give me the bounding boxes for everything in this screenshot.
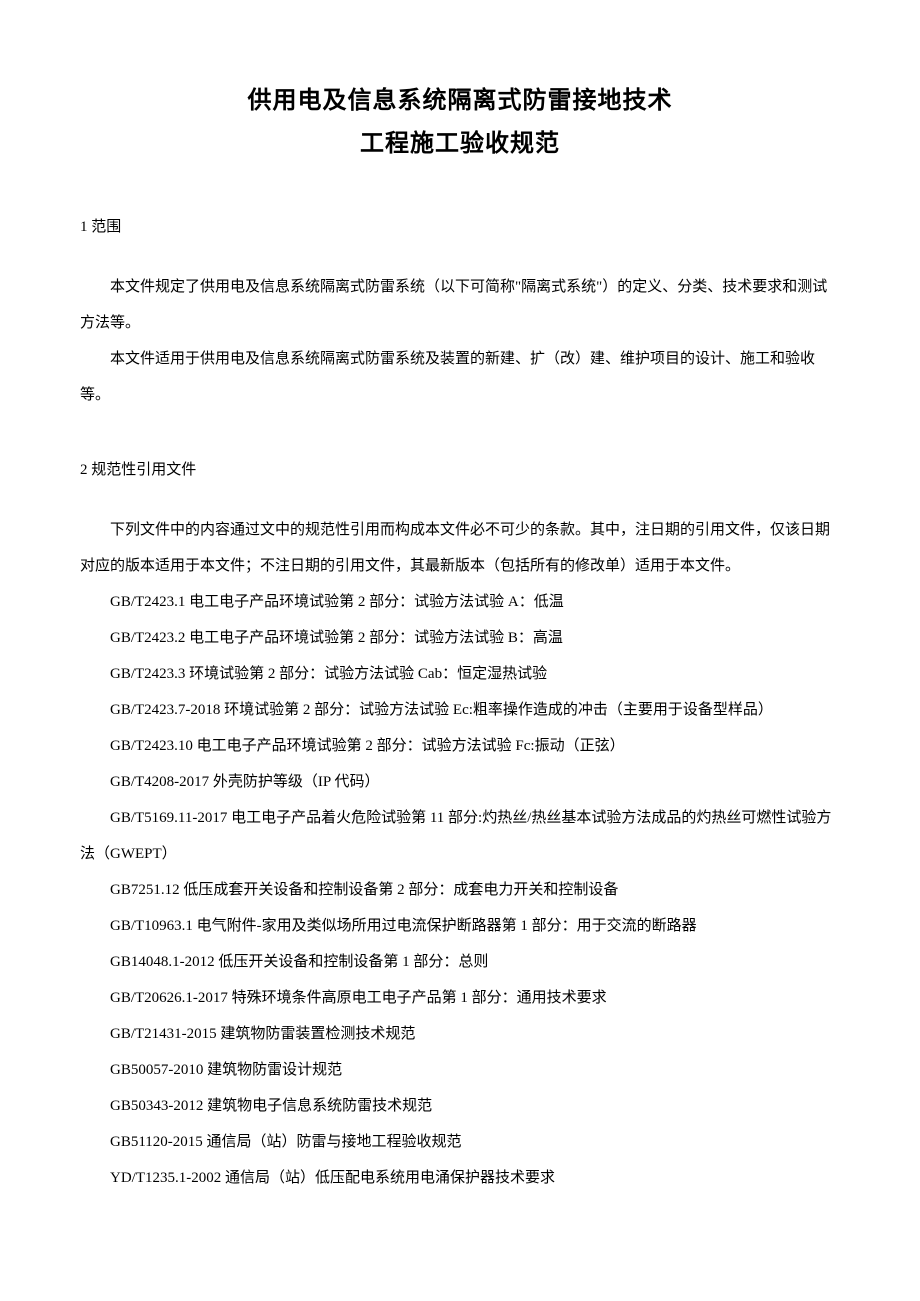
reference-item: GB/T2423.1 电工电子产品环境试验第 2 部分：试验方法试验 A：低温 xyxy=(80,584,840,620)
reference-item: GB/T2423.2 电工电子产品环境试验第 2 部分：试验方法试验 B：高温 xyxy=(80,620,840,656)
document-page: 供用电及信息系统隔离式防雷接地技术 工程施工验收规范 1 范围 本文件规定了供用… xyxy=(0,0,920,1256)
section-2-intro: 下列文件中的内容通过文中的规范性引用而构成本文件必不可少的条款。其中，注日期的引… xyxy=(80,512,840,584)
reference-item: GB/T5169.11-2017 电工电子产品着火危险试验第 11 部分:灼热丝… xyxy=(80,800,840,872)
reference-item: GB/T4208-2017 外壳防护等级（IP 代码） xyxy=(80,764,840,800)
title-line-1: 供用电及信息系统隔离式防雷接地技术 xyxy=(80,80,840,123)
reference-item: GB/T21431-2015 建筑物防雷装置检测技术规范 xyxy=(80,1016,840,1052)
title-block: 供用电及信息系统隔离式防雷接地技术 工程施工验收规范 xyxy=(80,80,840,166)
reference-item: GB/T2423.10 电工电子产品环境试验第 2 部分：试验方法试验 Fc:振… xyxy=(80,728,840,764)
reference-item: GB7251.12 低压成套开关设备和控制设备第 2 部分：成套电力开关和控制设… xyxy=(80,872,840,908)
reference-item: GB/T10963.1 电气附件-家用及类似场所用过电流保护断路器第 1 部分：… xyxy=(80,908,840,944)
reference-item: GB/T2423.7-2018 环境试验第 2 部分：试验方法试验 Ec:粗率操… xyxy=(80,692,840,728)
section-2-heading: 2 规范性引用文件 xyxy=(80,457,840,484)
title-line-2: 工程施工验收规范 xyxy=(80,123,840,166)
section-1-heading: 1 范围 xyxy=(80,214,840,241)
reference-item: GB14048.1-2012 低压开关设备和控制设备第 1 部分：总则 xyxy=(80,944,840,980)
reference-item: GB50343-2012 建筑物电子信息系统防雷技术规范 xyxy=(80,1088,840,1124)
reference-item: GB51120-2015 通信局（站）防雷与接地工程验收规范 xyxy=(80,1124,840,1160)
reference-item: GB/T2423.3 环境试验第 2 部分：试验方法试验 Cab：恒定湿热试验 xyxy=(80,656,840,692)
reference-item: YD/T1235.1-2002 通信局（站）低压配电系统用电涌保护器技术要求 xyxy=(80,1160,840,1196)
section-1-para-2: 本文件适用于供用电及信息系统隔离式防雷系统及装置的新建、扩（改）建、维护项目的设… xyxy=(80,341,840,413)
reference-item: GB/T20626.1-2017 特殊环境条件高原电工电子产品第 1 部分：通用… xyxy=(80,980,840,1016)
reference-item: GB50057-2010 建筑物防雷设计规范 xyxy=(80,1052,840,1088)
section-1-para-1: 本文件规定了供用电及信息系统隔离式防雷系统（以下可简称"隔离式系统"）的定义、分… xyxy=(80,269,840,341)
